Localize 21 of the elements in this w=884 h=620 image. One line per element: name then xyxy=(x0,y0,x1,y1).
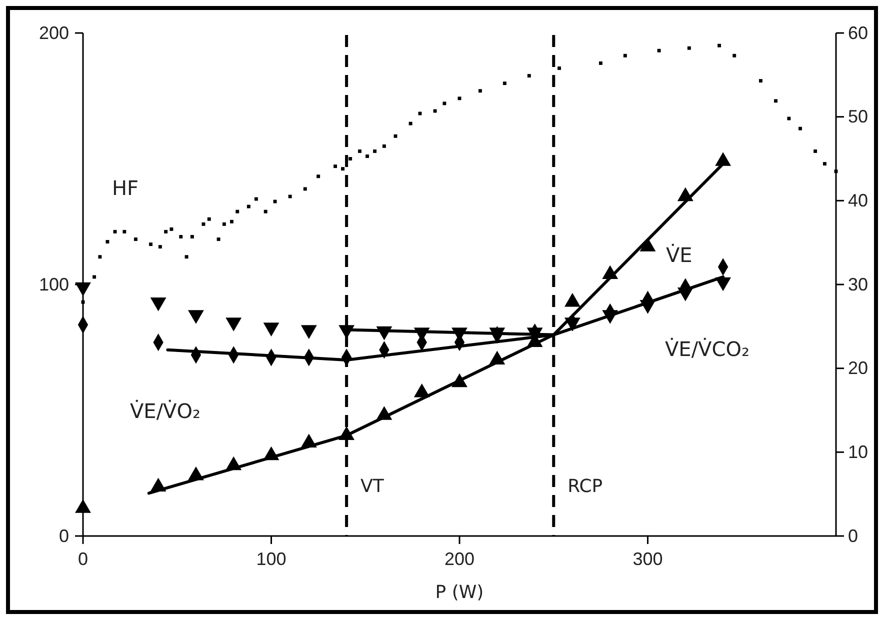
y2-tick-label: 10 xyxy=(848,442,868,462)
y2-tick-label: 0 xyxy=(848,526,858,546)
y-tick-label: 200 xyxy=(38,22,69,43)
ref-line-label: VT xyxy=(360,476,385,497)
x-axis-title: P (W) xyxy=(435,582,484,603)
y2-tick-label: 60 xyxy=(848,22,868,43)
series-label: HF xyxy=(112,176,139,200)
y-tick-label: 100 xyxy=(38,274,69,294)
series-label: V̇E/V̇CO₂ xyxy=(665,337,750,361)
x-tick-label: 100 xyxy=(256,548,286,569)
series-label: V̇E/V̇O₂ xyxy=(130,399,200,423)
ref-line-label: RCP xyxy=(568,476,603,497)
y2-tick-label: 50 xyxy=(848,106,868,127)
x-tick-label: 0 xyxy=(78,548,88,569)
y2-tick-label: 20 xyxy=(848,358,868,378)
y-tick-label: 0 xyxy=(58,526,69,546)
y2-tick-label: 30 xyxy=(848,274,868,294)
series-label: V̇E xyxy=(666,243,692,267)
x-tick-label: 300 xyxy=(632,548,663,569)
x-tick-label: 200 xyxy=(444,548,475,569)
y2-tick-label: 40 xyxy=(848,190,868,210)
